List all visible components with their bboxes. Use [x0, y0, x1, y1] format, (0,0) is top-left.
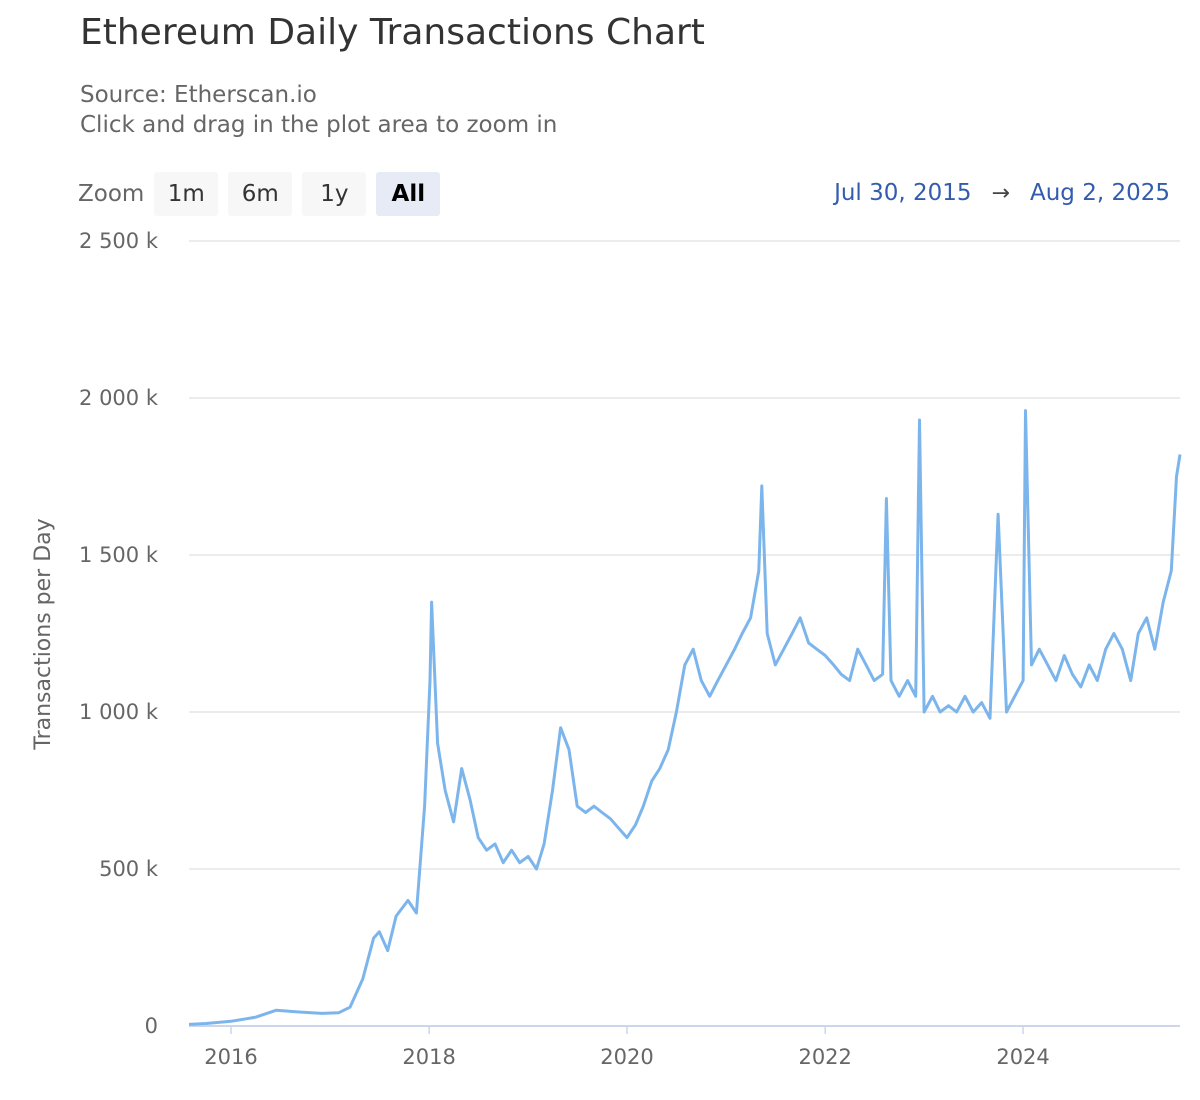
x-tick-label: 2018 [402, 1045, 455, 1069]
range-to-date[interactable]: Aug 2, 2025 [1029, 180, 1170, 206]
zoom-all-button[interactable]: All [376, 172, 441, 216]
x-tick-label: 2022 [798, 1045, 851, 1069]
x-axis-ticks: 2016 2018 2020 2022 2024 [204, 1026, 1050, 1069]
chart-title: Ethereum Daily Transactions Chart [80, 12, 705, 53]
x-tick-label: 2016 [204, 1045, 257, 1069]
y-tick-label: 0 [145, 1014, 158, 1038]
chart-hint: Click and drag in the plot area to zoom … [80, 112, 558, 138]
x-tick-label: 2020 [600, 1045, 653, 1069]
y-axis-label: Transactions per Day [31, 518, 56, 750]
zoom-selector: Zoom 1m 6m 1y All [78, 172, 450, 216]
zoom-label: Zoom [78, 181, 145, 207]
y-tick-label: 2 500 k [79, 229, 159, 253]
range-arrow-icon: → [991, 180, 1010, 206]
y-tick-label: 2 000 k [79, 386, 159, 410]
grid-lines [189, 240, 1180, 870]
y-axis-ticks: 0 500 k 1 000 k 1 500 k 2 000 k 2 500 k [79, 229, 159, 1038]
x-tick-label: 2024 [996, 1045, 1049, 1069]
range-from-date[interactable]: Jul 30, 2015 [834, 180, 972, 206]
zoom-1y-button[interactable]: 1y [302, 172, 367, 216]
zoom-1m-button[interactable]: 1m [154, 172, 219, 216]
zoom-6m-button[interactable]: 6m [228, 172, 293, 216]
y-tick-label: 1 500 k [79, 543, 159, 567]
chart-source: Source: Etherscan.io [80, 82, 317, 108]
y-tick-label: 1 000 k [79, 700, 159, 724]
y-tick-label: 500 k [99, 857, 159, 881]
date-range: Jul 30, 2015 → Aug 2, 2025 [834, 180, 1170, 206]
series-line [188, 409, 1182, 1026]
